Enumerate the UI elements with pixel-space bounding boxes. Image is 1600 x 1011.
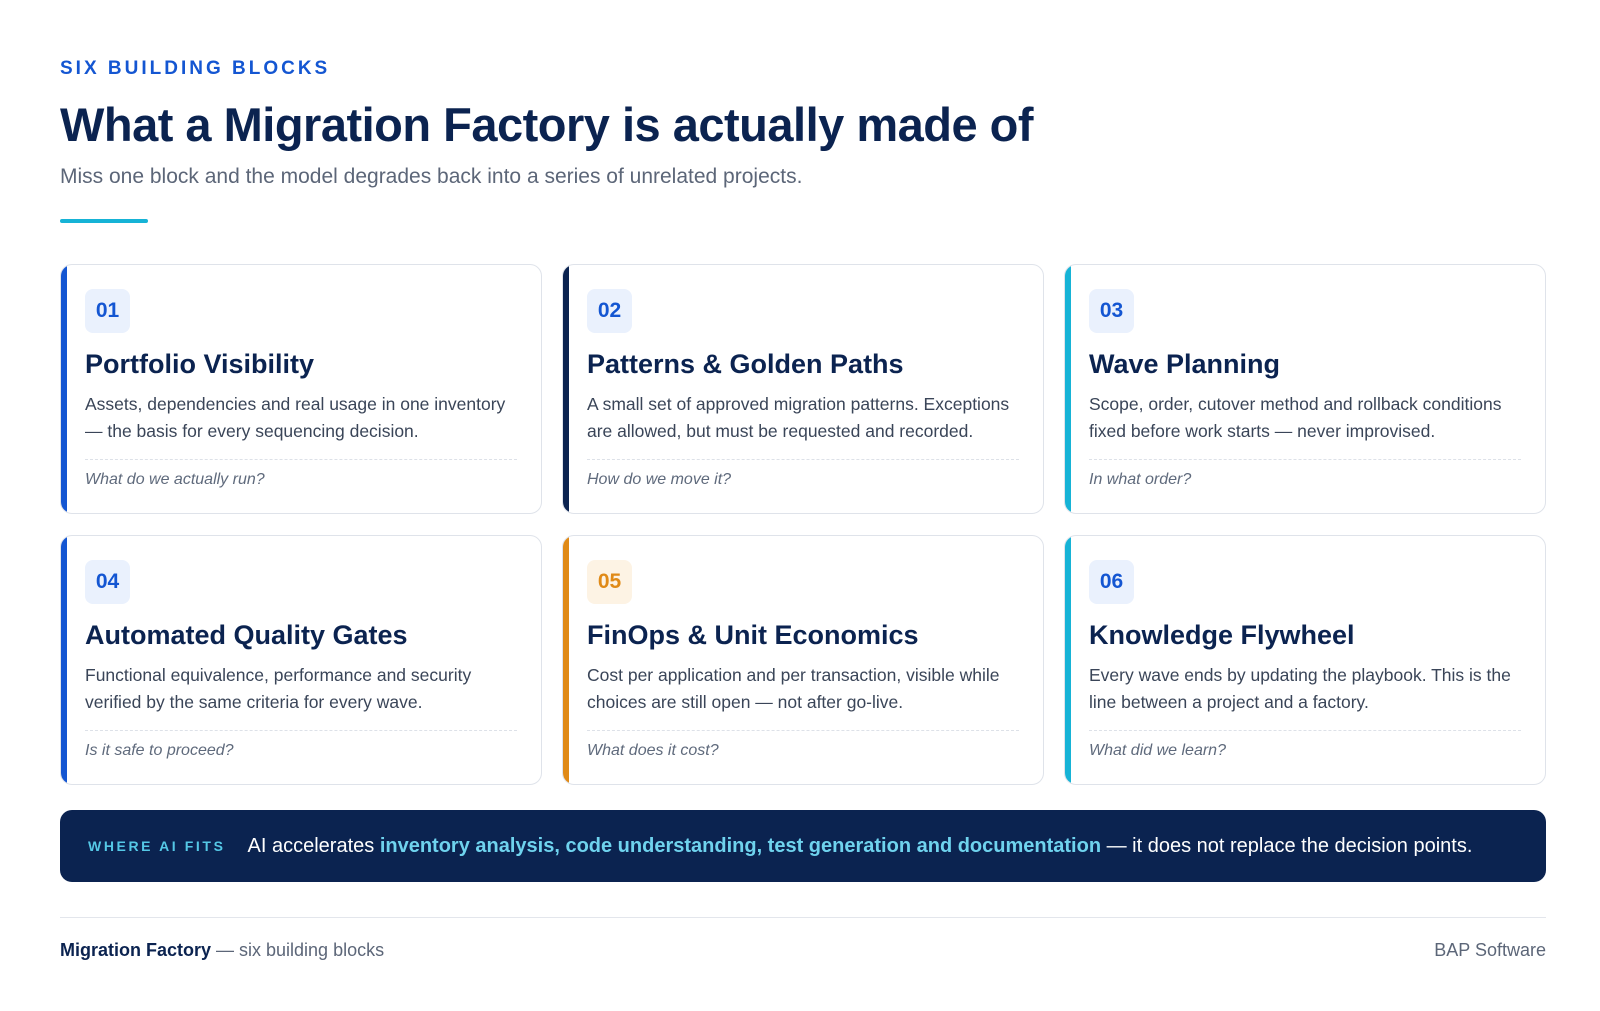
title-accent-rule <box>60 219 148 223</box>
card-number-badge: 05 <box>587 560 632 604</box>
card-number-badge: 01 <box>85 289 130 333</box>
card-description: A small set of approved migration patter… <box>587 394 1010 441</box>
card-question: Is it safe to proceed? <box>85 742 234 759</box>
card-divider <box>1089 730 1521 731</box>
card-question: What do we actually run? <box>85 471 265 488</box>
slide: SIX BUILDING BLOCKS What a Migration Fac… <box>60 0 1546 1011</box>
eyebrow-label: SIX BUILDING BLOCKS <box>60 58 331 79</box>
card-number-badge: 04 <box>85 560 130 604</box>
card-number-badge: 02 <box>587 289 632 333</box>
block-card-patterns-golden-paths: 02 Patterns & Golden Paths A small set o… <box>562 264 1044 514</box>
card-accent-bar <box>1065 265 1071 513</box>
footer-divider <box>60 917 1546 918</box>
card-title: Automated Quality Gates <box>85 620 408 650</box>
building-blocks-grid: 01 Portfolio Visibility Assets, dependen… <box>60 264 1546 785</box>
block-card-portfolio-visibility: 01 Portfolio Visibility Assets, dependen… <box>60 264 542 514</box>
card-title: Wave Planning <box>1089 349 1281 379</box>
card-title: Patterns & Golden Paths <box>587 349 904 379</box>
block-card-knowledge-flywheel: 06 Knowledge Flywheel Every wave ends by… <box>1064 535 1546 785</box>
banner-highlight: inventory analysis, code understanding, … <box>379 834 1102 857</box>
card-accent-bar <box>61 536 67 784</box>
card-divider <box>85 730 517 731</box>
card-accent-bar <box>61 265 67 513</box>
card-divider <box>587 459 1019 460</box>
card-accent-bar <box>563 265 569 513</box>
page-title: What a Migration Factory is actually mad… <box>60 98 1034 151</box>
card-divider <box>1089 459 1521 460</box>
card-description: Functional equivalence, performance and … <box>85 665 472 712</box>
card-accent-bar <box>1065 536 1071 784</box>
card-description: Scope, order, cutover method and rollbac… <box>1089 394 1502 441</box>
card-title: Portfolio Visibility <box>85 349 315 379</box>
card-divider <box>85 459 517 460</box>
footer-caption: Migration Factory — six building blocks <box>60 940 384 961</box>
card-number-badge: 03 <box>1089 289 1134 333</box>
footer-brand: Migration Factory <box>60 940 212 960</box>
card-description: Assets, dependencies and real usage in o… <box>85 394 506 441</box>
card-question: What did we learn? <box>1089 742 1226 759</box>
banner-text-before: AI accelerates <box>247 834 380 857</box>
banner-text-after: — it does not replace the decision point… <box>1101 834 1473 857</box>
block-card-automated-quality-gates: 04 Automated Quality Gates Functional eq… <box>60 535 542 785</box>
banner-tag: WHERE AI FITS <box>88 838 226 854</box>
card-description: Cost per application and per transaction… <box>587 665 1000 712</box>
footer-company: BAP Software <box>1434 940 1546 960</box>
card-divider <box>587 730 1019 731</box>
card-description: Every wave ends by updating the playbook… <box>1089 665 1511 712</box>
card-title: Knowledge Flywheel <box>1089 620 1355 650</box>
card-accent-bar <box>563 536 569 784</box>
page-subtitle: Miss one block and the model degrades ba… <box>60 165 803 188</box>
card-question: In what order? <box>1089 471 1192 488</box>
block-card-wave-planning: 03 Wave Planning Scope, order, cutover m… <box>1064 264 1546 514</box>
card-question: What does it cost? <box>587 742 719 759</box>
card-question: How do we move it? <box>587 471 732 488</box>
card-title: FinOps & Unit Economics <box>587 620 919 650</box>
banner-text: AI accelerates inventory analysis, code … <box>248 835 1473 858</box>
card-number-badge: 06 <box>1089 560 1134 604</box>
ai-fit-banner: WHERE AI FITS AI accelerates inventory a… <box>60 810 1546 882</box>
footer-tagline: — six building blocks <box>211 940 385 960</box>
block-card-finops-unit-economics: 05 FinOps & Unit Economics Cost per appl… <box>562 535 1044 785</box>
